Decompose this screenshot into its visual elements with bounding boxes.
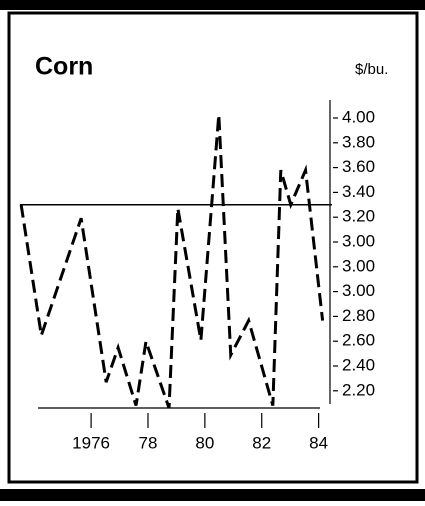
y-tick-label: 3.00 bbox=[342, 231, 375, 250]
x-tick-label: 82 bbox=[252, 433, 271, 452]
y-tick-label: 3.00 bbox=[342, 256, 375, 275]
y-tick-label: 2.60 bbox=[342, 331, 375, 350]
unit-label: $/bu. bbox=[355, 61, 388, 78]
bottom-bar bbox=[0, 489, 425, 501]
y-tick-label: 3.60 bbox=[342, 157, 375, 176]
y-tick-label: 3.80 bbox=[342, 132, 375, 151]
y-tick-label: 3.40 bbox=[342, 182, 375, 201]
y-tick-label: 4.00 bbox=[342, 107, 375, 126]
y-tick-label: 3.20 bbox=[342, 207, 375, 226]
y-tick-label: 2.20 bbox=[342, 380, 375, 399]
y-tick-label: 2.80 bbox=[342, 306, 375, 325]
x-tick-label: 80 bbox=[195, 433, 214, 452]
data-line bbox=[19, 114, 325, 409]
chart-title: Corn bbox=[35, 53, 93, 81]
top-bar bbox=[0, 0, 425, 10]
frame bbox=[7, 11, 419, 484]
y-tick-label: 2.40 bbox=[342, 355, 375, 374]
x-tick-label: 1976 bbox=[72, 433, 110, 452]
x-tick-label: 84 bbox=[309, 433, 328, 452]
x-tick-label: 78 bbox=[139, 433, 158, 452]
y-tick-label: 3.00 bbox=[342, 281, 375, 300]
